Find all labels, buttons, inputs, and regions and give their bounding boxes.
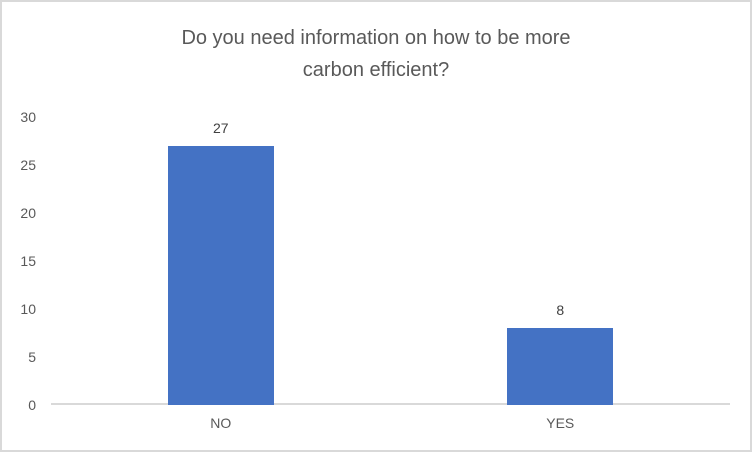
bar-yes[interactable] [507,328,614,405]
y-axis-tick-label: 30 [20,109,36,125]
y-axis-tick-label: 25 [20,157,36,173]
x-axis-category-label-yes: YES [546,415,575,431]
y-axis-tick-label: 10 [20,301,36,317]
chart-title-line-2: carbon efficient? [302,59,450,81]
x-axis-category-label-no: NO [210,415,232,431]
plot-area: 0 5 10 15 20 25 30 27 NO 8 YES [20,109,730,431]
bar-value-label-no: 27 [212,119,229,136]
y-axis-tick-label: 15 [20,253,36,269]
chart-title: Do you need information on how to be mor… [2,22,750,86]
chart-title-line-1: Do you need information on how to be mor… [181,27,571,49]
y-axis-tick-label: 0 [28,397,36,413]
bar-no[interactable] [167,145,274,405]
bar-value-label-yes: 8 [556,302,565,319]
y-axis-tick-label: 5 [28,349,36,365]
x-axis-line [51,403,730,405]
y-axis-tick-label: 20 [20,205,36,221]
